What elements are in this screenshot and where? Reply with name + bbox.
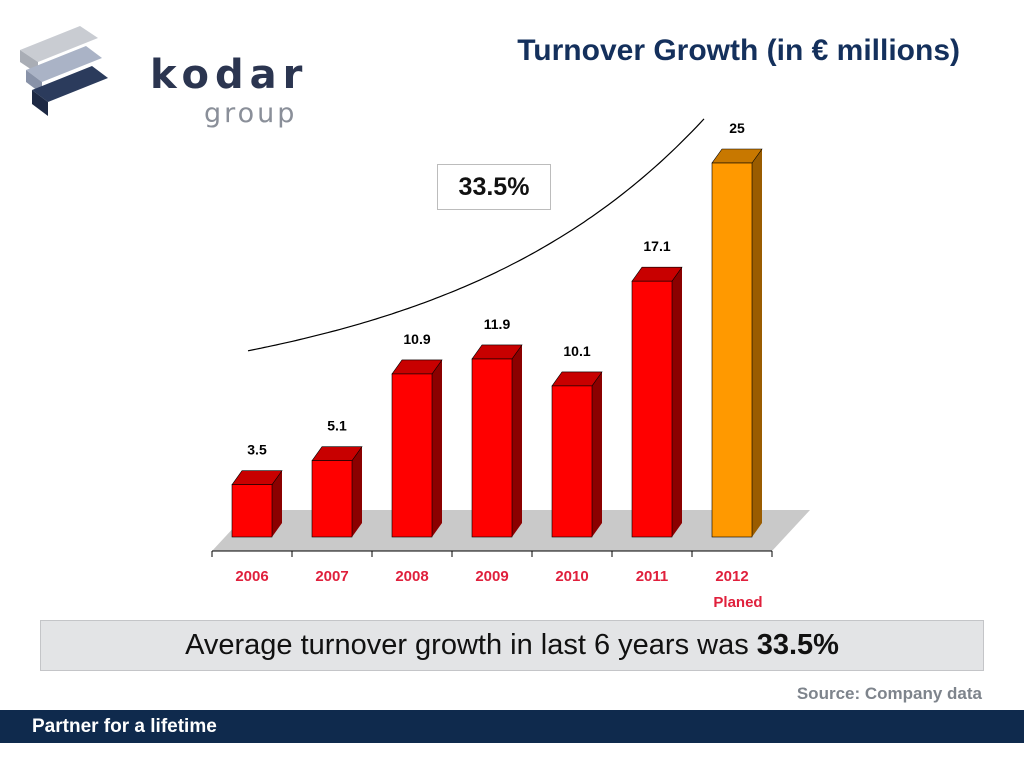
source-note: Source: Company data: [796, 684, 982, 703]
bar-2011: [631, 280, 673, 538]
bar-2012: [711, 162, 753, 538]
summary-banner: Average turnover growth in last 6 years …: [40, 620, 984, 671]
x-tick-label-2010: 2010: [555, 568, 588, 585]
logo-wordmark: kodar: [150, 52, 309, 98]
value-label-2006: 3.5: [247, 442, 267, 458]
bar-2006: [231, 484, 273, 538]
bar-2009: [471, 358, 513, 538]
value-label-2007: 5.1: [327, 418, 347, 434]
kodar-logo: kodar group: [18, 22, 302, 129]
x-tick-label-2006: 2006: [235, 568, 268, 585]
value-label-2010: 10.1: [563, 343, 590, 359]
x-tick-label-2008: 2008: [395, 568, 428, 585]
bar-side-2012: [752, 149, 762, 537]
summary-value: 33.5%: [756, 629, 839, 661]
bar-side-2010: [592, 371, 602, 537]
footer-bar: Partner for a lifetime: [0, 710, 1024, 743]
cagr-callout: 33.5%: [437, 164, 551, 210]
bar-side-2007: [352, 446, 362, 537]
bar-2008: [391, 373, 433, 538]
bar-2010: [551, 385, 593, 538]
x-tick-label-2009: 2009: [475, 568, 508, 585]
x-tick-label-2007: 2007: [315, 568, 348, 585]
x-tick-label-2011: 2011: [636, 568, 669, 585]
x-tick-label-2012: 2012: [715, 568, 748, 585]
turnover-bar-chart: 3.5 2006 5.1 2007 10.9 2008 11.9 2009 10.1 2010 17…: [211, 118, 810, 611]
bar-side-2009: [512, 344, 522, 537]
logo-subtitle: group: [204, 98, 298, 129]
logo-mark-icon: [20, 26, 108, 116]
bar-2007: [311, 460, 353, 538]
bar-side-2006: [272, 470, 282, 537]
x-tick-sublabel-2012: Planed: [713, 594, 762, 611]
chart-title: Turnover Growth (in € millions): [517, 34, 960, 67]
value-label-2009: 11.9: [484, 316, 511, 332]
value-label-2011: 17.1: [643, 238, 670, 254]
footer-tagline: Partner for a lifetime: [32, 715, 217, 737]
trend-line: [247, 118, 705, 352]
summary-text: Average turnover growth in last 6 years …: [185, 629, 749, 661]
bar-side-2011: [672, 267, 682, 537]
bar-side-2008: [432, 359, 442, 537]
value-label-2012: 25: [729, 120, 745, 136]
value-label-2008: 10.9: [403, 331, 430, 347]
